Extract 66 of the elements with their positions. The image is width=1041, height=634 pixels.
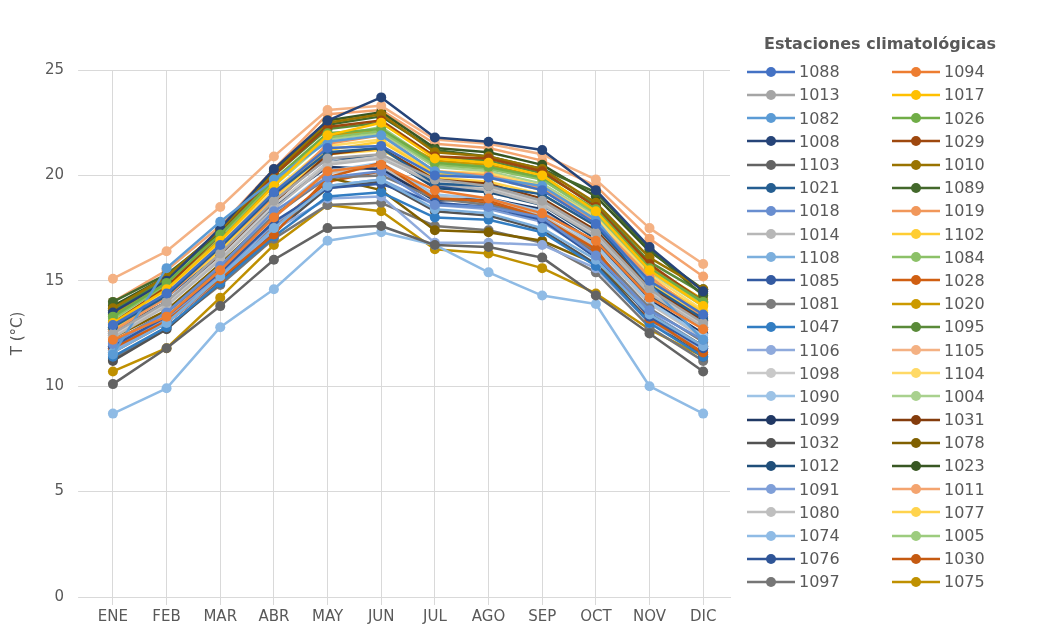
y-tick-label: 10 (44, 376, 65, 395)
legend-label: 1085 (799, 270, 840, 290)
legend-label: 1077 (944, 502, 985, 522)
legend-label: 1103 (799, 155, 840, 175)
legend-label: 1091 (799, 479, 840, 499)
x-tick-label: FEB (152, 606, 181, 625)
x-tick-label: NOV (633, 606, 667, 625)
legend-label: 1098 (799, 363, 840, 383)
legend-label: 1094 (944, 62, 985, 82)
legend-label: 1080 (799, 502, 840, 522)
x-tick-label: MAY (311, 606, 344, 625)
legend-label: 1106 (799, 340, 840, 360)
legend-label: 1081 (799, 294, 840, 314)
legend-label: 1018 (799, 201, 840, 221)
legend-label: 1032 (799, 433, 840, 453)
legend-label: 1074 (799, 526, 840, 546)
legend-label: 1008 (799, 131, 840, 151)
x-tick-label: JUL (421, 606, 448, 625)
legend-label: 1010 (944, 155, 985, 175)
legend-label: 1026 (944, 108, 985, 128)
legend-label: 1095 (944, 317, 985, 337)
legend-label: 1014 (799, 224, 840, 244)
legend-label: 1028 (944, 270, 985, 290)
legend-label: 1084 (944, 247, 985, 267)
legend-label: 1019 (944, 201, 985, 221)
y-tick-label: 15 (44, 270, 65, 289)
y-tick-label: 20 (44, 165, 65, 184)
legend-label: 1013 (799, 85, 840, 105)
legend-label: 1082 (799, 108, 840, 128)
legend-label: 1097 (799, 572, 840, 592)
legend-label: 1012 (799, 456, 840, 476)
legend-label: 1011 (944, 479, 985, 499)
x-tick-label: DIC (689, 606, 717, 625)
legend-label: 1088 (799, 62, 840, 82)
legend-label: 1105 (944, 340, 985, 360)
legend-label: 1021 (799, 178, 840, 198)
legend-label: 1029 (944, 131, 985, 151)
x-tick-label: JUN (366, 606, 395, 625)
x-tick-label: ABR (258, 606, 290, 625)
x-tick-label: AGO (471, 606, 506, 625)
y-tick-label: 25 (44, 59, 65, 78)
x-tick-label: ENE (97, 606, 129, 625)
y-axis-title: T (°C) (7, 311, 26, 357)
legend-label: 1078 (944, 433, 985, 453)
legend-label: 1031 (944, 410, 985, 430)
legend-label: 1090 (799, 386, 840, 406)
legend-label: 1075 (944, 572, 985, 592)
y-tick-label: 5 (54, 481, 65, 500)
legend-label: 1102 (944, 224, 985, 244)
legend-label: 1020 (944, 294, 985, 314)
legend-label: 1005 (944, 526, 985, 546)
x-tick-label: MAR (203, 606, 238, 625)
legend-label: 1076 (799, 549, 840, 569)
x-tick-label: OCT (580, 606, 613, 625)
legend-label: 1104 (944, 363, 985, 383)
legend-label: 1017 (944, 85, 985, 105)
legend-label: 1099 (799, 410, 840, 430)
legend-label: 1030 (944, 549, 985, 569)
legend-label: 1089 (944, 178, 985, 198)
legend-title: Estaciones climatológicas (763, 34, 997, 53)
y-tick-label: 0 (54, 586, 65, 605)
legend-label: 1047 (799, 317, 840, 337)
legend-label: 1108 (799, 247, 840, 267)
legend-label: 1023 (944, 456, 985, 476)
x-tick-label: SEP (528, 606, 557, 625)
legend-label: 1004 (944, 386, 985, 406)
